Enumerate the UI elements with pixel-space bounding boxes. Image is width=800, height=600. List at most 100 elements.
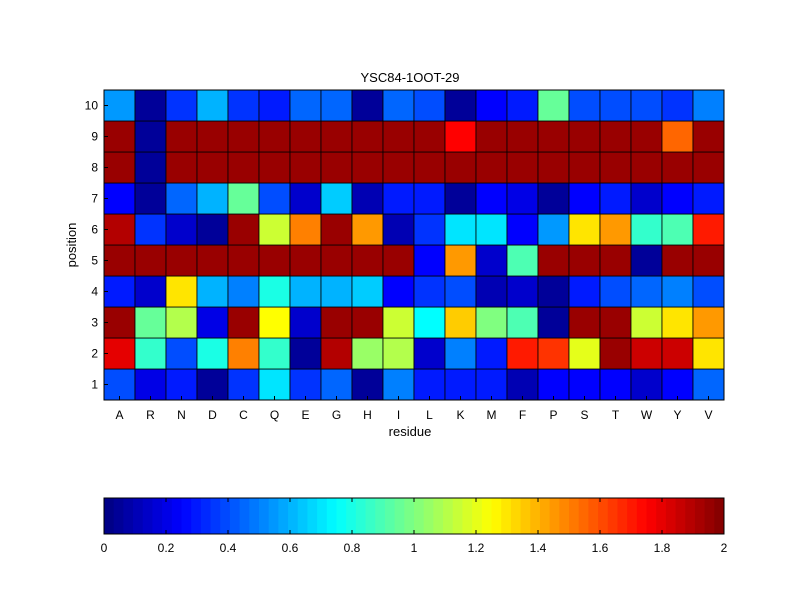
heatmap-cell xyxy=(382,337,415,370)
heatmap-cell xyxy=(599,213,632,246)
heatmap-cell xyxy=(382,306,415,339)
heatmap-cell xyxy=(537,182,570,215)
heatmap-cell xyxy=(382,213,415,246)
colorbar-segment xyxy=(491,498,502,534)
heatmap-cell xyxy=(165,306,198,339)
heatmap-cell xyxy=(475,120,508,153)
colorbar-segment xyxy=(685,498,696,534)
heatmap-cell xyxy=(630,368,663,401)
colorbar-segment xyxy=(346,498,357,534)
colorbar-segment xyxy=(181,498,192,534)
heatmap-cell xyxy=(196,151,229,184)
x-tick-label: F xyxy=(519,408,526,422)
heatmap-cell xyxy=(382,368,415,401)
colorbar-segment xyxy=(104,498,115,534)
colorbar-segment xyxy=(694,498,706,534)
heatmap-cell xyxy=(475,213,508,246)
heatmap-cell xyxy=(413,213,446,246)
heatmap-cell xyxy=(103,182,136,215)
y-tick-label: 2 xyxy=(91,347,98,361)
colorbar-segment xyxy=(539,498,551,534)
heatmap-cell xyxy=(289,306,322,339)
colorbar-segment xyxy=(501,498,512,534)
colorbar-segment xyxy=(162,498,173,534)
colorbar-tick-label: 1.4 xyxy=(530,541,547,555)
colorbar-segment xyxy=(317,498,328,534)
heatmap-cell xyxy=(351,89,384,122)
heatmap-cell xyxy=(165,337,198,370)
colorbar-segment xyxy=(452,498,463,534)
x-tick-label: P xyxy=(549,408,557,422)
heatmap-cell xyxy=(568,151,601,184)
heatmap-cell xyxy=(134,89,167,122)
heatmap-cell xyxy=(692,244,725,277)
colorbar-segment xyxy=(530,498,541,534)
heatmap-cell xyxy=(134,151,167,184)
heatmap-cell xyxy=(506,275,539,308)
heatmap-cell xyxy=(351,275,384,308)
heatmap-cell xyxy=(227,368,260,401)
heatmap-cell xyxy=(351,306,384,339)
heatmap-cell xyxy=(320,213,353,246)
heatmap-cell xyxy=(351,120,384,153)
heatmap-cell xyxy=(692,89,725,122)
heatmap-cell xyxy=(134,337,167,370)
heatmap-cell xyxy=(537,151,570,184)
colorbar-segment xyxy=(704,498,715,534)
x-tick-label: M xyxy=(487,408,497,422)
x-tick-label: V xyxy=(704,408,712,422)
heatmap-cell xyxy=(413,151,446,184)
heatmap-cell xyxy=(289,213,322,246)
colorbar-ticks: 0 0.2 0.4 0.6 0.8 1 1.2 1.4 1.6 1.8 2 xyxy=(101,498,728,555)
x-tick-label: Q xyxy=(270,408,279,422)
heatmap-cell xyxy=(227,213,260,246)
heatmap-cell xyxy=(444,244,477,277)
heatmap-cell xyxy=(351,368,384,401)
heatmap-cell xyxy=(537,244,570,277)
colorbar-segment xyxy=(355,498,367,534)
heatmap-cell xyxy=(599,337,632,370)
heatmap-cell xyxy=(413,244,446,277)
heatmap-cell xyxy=(258,337,291,370)
colorbar-segment xyxy=(191,498,202,534)
heatmap-cell xyxy=(258,213,291,246)
heatmap-cell xyxy=(227,120,260,153)
colorbar-segment xyxy=(336,498,347,534)
heatmap-cell xyxy=(196,244,229,277)
colorbar-segment xyxy=(268,498,279,534)
heatmap-cell xyxy=(258,244,291,277)
heatmap-cell xyxy=(630,244,663,277)
colorbar-tick-label: 1.8 xyxy=(654,541,671,555)
heatmap-cell xyxy=(382,182,415,215)
colorbar-segment xyxy=(617,498,628,534)
heatmap-cell xyxy=(630,275,663,308)
x-tick-label: A xyxy=(115,408,123,422)
colorbar-segment xyxy=(375,498,386,534)
y-tick-label: 5 xyxy=(91,254,98,268)
heatmap-cell xyxy=(227,151,260,184)
colorbar-segment xyxy=(394,498,405,534)
heatmap-cell xyxy=(320,337,353,370)
heatmap-cell xyxy=(568,368,601,401)
heatmap-cell xyxy=(413,120,446,153)
heatmap-cell xyxy=(444,182,477,215)
heatmap-cell xyxy=(506,306,539,339)
heatmap-cell xyxy=(320,275,353,308)
heatmap-cell xyxy=(320,182,353,215)
heatmap-cell xyxy=(661,244,694,277)
y-tick-label: 6 xyxy=(91,223,98,237)
heatmap-cell xyxy=(506,244,539,277)
colorbar-segment xyxy=(384,498,396,534)
heatmap-cell xyxy=(258,151,291,184)
heatmap-cell xyxy=(661,151,694,184)
heatmap-cell xyxy=(661,337,694,370)
x-tick-label: I xyxy=(397,408,400,422)
colorbar-tick-label: 0.2 xyxy=(158,541,175,555)
heatmap-cell xyxy=(692,368,725,401)
y-tick-label: 4 xyxy=(91,285,98,299)
heatmap-cell xyxy=(289,182,322,215)
y-tick-label: 7 xyxy=(91,192,98,206)
x-tick-label: D xyxy=(208,408,217,422)
colorbar-tick-label: 0.8 xyxy=(344,541,361,555)
heatmap-cell xyxy=(320,89,353,122)
